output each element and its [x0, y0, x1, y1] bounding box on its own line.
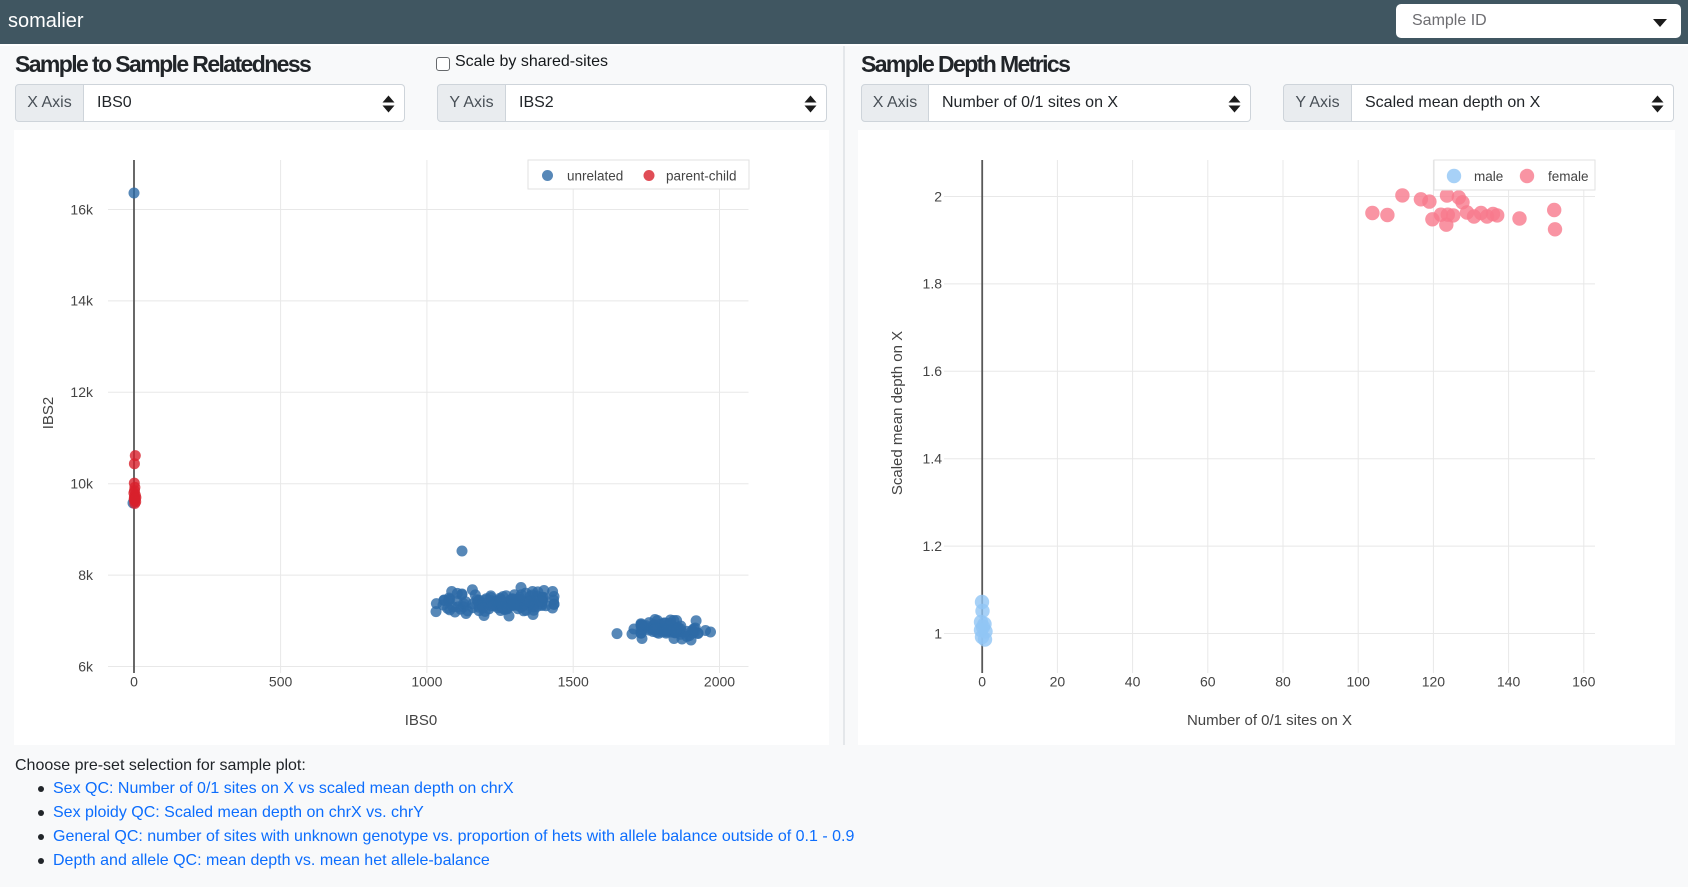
- svg-text:120: 120: [1422, 674, 1446, 690]
- svg-text:0: 0: [130, 674, 138, 690]
- svg-text:2: 2: [934, 188, 942, 204]
- svg-text:60: 60: [1200, 674, 1216, 690]
- svg-text:8k: 8k: [78, 567, 94, 583]
- svg-text:0: 0: [978, 674, 986, 690]
- svg-text:Scaled mean depth on X: Scaled mean depth on X: [889, 331, 906, 495]
- svg-text:1.6: 1.6: [923, 363, 943, 379]
- svg-text:parent-child: parent-child: [666, 169, 737, 184]
- svg-text:40: 40: [1125, 674, 1141, 690]
- svg-text:IBS2: IBS2: [40, 397, 57, 430]
- svg-text:160: 160: [1572, 674, 1596, 690]
- svg-text:1: 1: [934, 625, 942, 641]
- svg-text:100: 100: [1347, 674, 1371, 690]
- svg-text:16k: 16k: [70, 201, 94, 217]
- svg-text:1.4: 1.4: [923, 451, 943, 467]
- svg-text:1000: 1000: [411, 674, 442, 690]
- svg-text:500: 500: [269, 674, 293, 690]
- svg-text:2000: 2000: [704, 674, 735, 690]
- svg-text:14k: 14k: [70, 293, 94, 309]
- svg-text:male: male: [1474, 169, 1503, 184]
- svg-text:12k: 12k: [70, 384, 94, 400]
- svg-text:80: 80: [1275, 674, 1291, 690]
- svg-text:10k: 10k: [70, 476, 94, 492]
- svg-text:20: 20: [1050, 674, 1066, 690]
- svg-text:1500: 1500: [558, 674, 589, 690]
- svg-text:1.2: 1.2: [923, 538, 943, 554]
- svg-text:IBS0: IBS0: [405, 712, 438, 729]
- svg-text:unrelated: unrelated: [567, 169, 623, 184]
- svg-text:6k: 6k: [78, 658, 94, 674]
- svg-text:1.8: 1.8: [923, 276, 943, 292]
- svg-text:140: 140: [1497, 674, 1521, 690]
- svg-text:female: female: [1548, 169, 1589, 184]
- svg-text:Number of 0/1 sites on X: Number of 0/1 sites on X: [1187, 712, 1352, 729]
